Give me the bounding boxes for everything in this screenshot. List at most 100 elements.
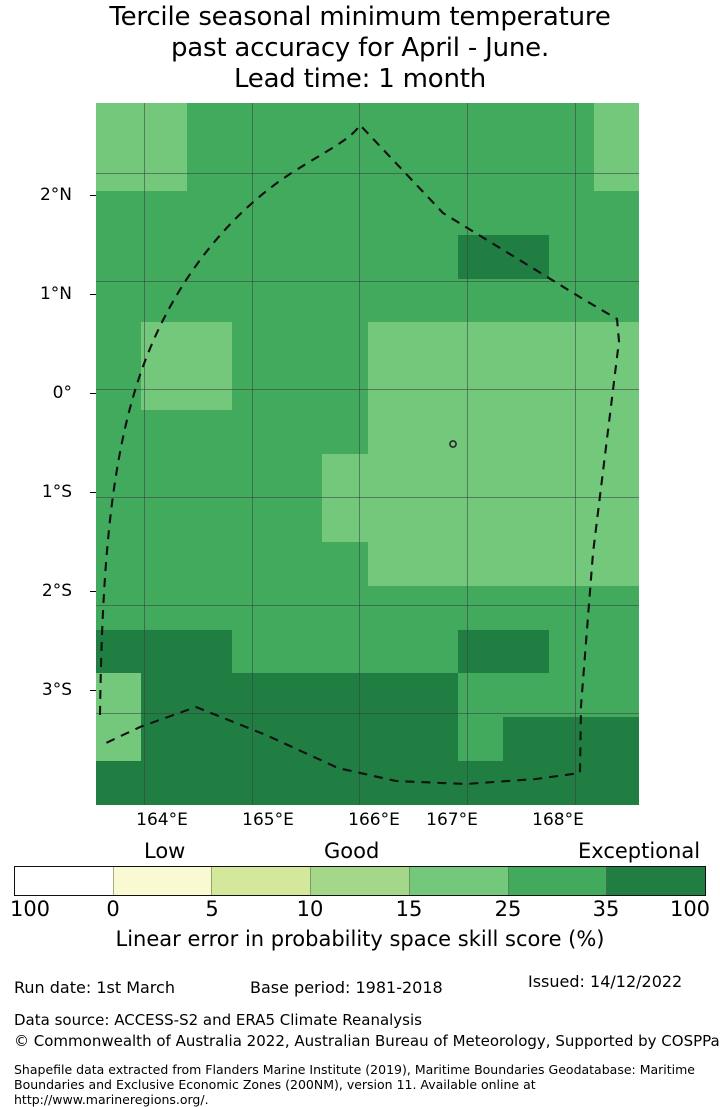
heatmap-cell [503,410,549,454]
heatmap-cell [412,366,458,411]
heatmap-cell [458,410,504,454]
heatmap-cell [141,717,187,762]
heatmap-cell [367,629,413,674]
heatmap-cell [277,322,323,367]
heatmap-cell [593,717,639,762]
heatmap-cell [503,146,549,191]
heatmap-cell [322,322,368,367]
heatmap-cell [593,629,639,674]
heatmap-cell [458,629,504,674]
heatmap-cell [412,278,458,323]
latitude-tick-label: 2°S [41,581,72,601]
colorbar-swatch[interactable] [112,867,212,895]
heatmap-cell [458,103,504,147]
heatmap-cell [96,629,142,674]
colorbar-category-label: Low [144,839,186,863]
heatmap-cell [186,585,232,630]
heatmap-cell [458,234,504,279]
heatmap-cell [548,322,594,367]
colorbar-swatch[interactable] [310,867,409,895]
heatmap-cell [593,278,639,323]
colorbar-tick-labels: 100 0 5 10 15 25 35 100 [0,899,720,923]
heatmap-cell [96,454,142,498]
heatmap-cell [412,454,458,498]
heatmap-cell [96,146,142,191]
heatmap-cell [277,278,323,323]
heatmap-cell [503,585,549,630]
heatmap-cell [186,103,232,147]
colorbar-tick-label: 5 [205,897,219,921]
heatmap-cell [412,541,458,586]
heatmap-cell [458,541,504,586]
heatmap-cell [141,410,187,454]
heatmap-cell [548,410,594,454]
heatmap-cell [231,146,277,191]
heatmap-cell [412,761,458,805]
colorbar-tick-label: 100 [669,897,711,921]
issued-date-text: Issued: 14/12/2022 [528,972,683,991]
heatmap-cell [503,103,549,147]
heatmap-cell [141,454,187,498]
heatmap-cell [277,234,323,279]
heatmap-cell [277,410,323,454]
heatmap-cell [186,541,232,586]
heatmap-cell [277,629,323,674]
heatmap-cell [367,717,413,762]
shapefile-credit-line-1: Shapefile data extracted from Flanders M… [14,1062,695,1077]
heatmap-cell [593,454,639,498]
title-line-1: Tercile seasonal minimum temperature [109,2,611,32]
longitude-tick-label: 167°E [426,810,478,830]
heatmap-cell [367,103,413,147]
colorbar-swatch[interactable] [15,867,113,895]
heatmap-cell [503,366,549,411]
heatmap-cell [277,366,323,411]
heatmap-cell [96,278,142,323]
heatmap-cell [231,190,277,235]
colorbar-swatch[interactable] [606,867,706,895]
heatmap-cell [367,673,413,718]
colorbar-tick-label: 100 [9,897,51,921]
skill-score-map[interactable] [96,103,639,805]
heatmap-cell [231,585,277,630]
heatmap-cell [186,673,232,718]
heatmap-cell [96,103,142,147]
heatmap-cell [277,717,323,762]
latitude-tick-label: 3°S [41,680,72,700]
colorbar-swatch[interactable] [211,867,311,895]
heatmap-cell-grid [96,103,639,805]
heatmap-cell [186,322,232,367]
heatmap-cell [503,322,549,367]
heatmap-cell [141,629,187,674]
heatmap-cell [458,717,504,762]
heatmap-cell [322,146,368,191]
colorbar-tick-label: 35 [592,897,620,921]
heatmap-cell [412,322,458,367]
heatmap-cell [548,190,594,235]
heatmap-cell [458,190,504,235]
heatmap-cell [231,366,277,411]
heatmap-cell [231,629,277,674]
heatmap-cell [322,278,368,323]
colorbar-swatch[interactable] [507,867,607,895]
heatmap-cell [367,410,413,454]
heatmap-cell [141,190,187,235]
heatmap-cell [186,410,232,454]
heatmap-cell [593,541,639,586]
heatmap-cell [412,497,458,542]
heatmap-cell [458,146,504,191]
heatmap-cell [367,322,413,367]
heatmap-cell [322,717,368,762]
heatmap-cell [277,761,323,805]
heatmap-cell [141,761,187,805]
heatmap-cell [593,146,639,191]
heatmap-cell [412,585,458,630]
heatmap-cell [186,497,232,542]
colorbar[interactable] [14,866,706,896]
heatmap-cell [322,761,368,805]
heatmap-cell [322,629,368,674]
heatmap-cell [458,454,504,498]
heatmap-cell [367,190,413,235]
heatmap-cell [186,146,232,191]
heatmap-cell [548,103,594,147]
colorbar-swatch[interactable] [408,867,508,895]
